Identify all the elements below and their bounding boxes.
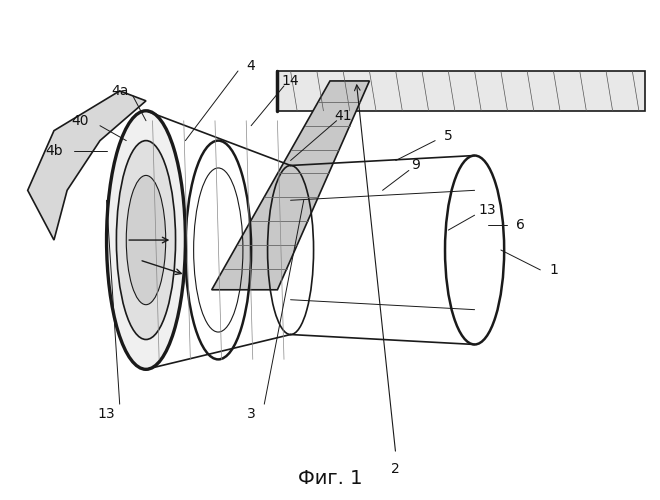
Text: 5: 5 bbox=[444, 128, 453, 142]
Polygon shape bbox=[212, 81, 370, 290]
Text: 4: 4 bbox=[247, 59, 255, 73]
Text: 1: 1 bbox=[549, 263, 558, 277]
Text: 3: 3 bbox=[247, 407, 255, 421]
Text: 4a: 4a bbox=[111, 84, 129, 98]
Polygon shape bbox=[277, 71, 645, 111]
Text: 40: 40 bbox=[71, 114, 89, 128]
Text: 2: 2 bbox=[391, 462, 400, 476]
Text: 13: 13 bbox=[479, 203, 496, 217]
Text: 14: 14 bbox=[282, 74, 300, 88]
Text: 4b: 4b bbox=[45, 144, 63, 158]
Text: 41: 41 bbox=[335, 109, 352, 122]
Text: 9: 9 bbox=[411, 158, 420, 172]
Polygon shape bbox=[28, 91, 146, 240]
Ellipse shape bbox=[116, 140, 176, 340]
Ellipse shape bbox=[126, 176, 166, 304]
Text: 13: 13 bbox=[98, 407, 115, 421]
Text: Фиг. 1: Фиг. 1 bbox=[298, 469, 362, 488]
Text: 6: 6 bbox=[516, 218, 525, 232]
Ellipse shape bbox=[106, 111, 185, 370]
